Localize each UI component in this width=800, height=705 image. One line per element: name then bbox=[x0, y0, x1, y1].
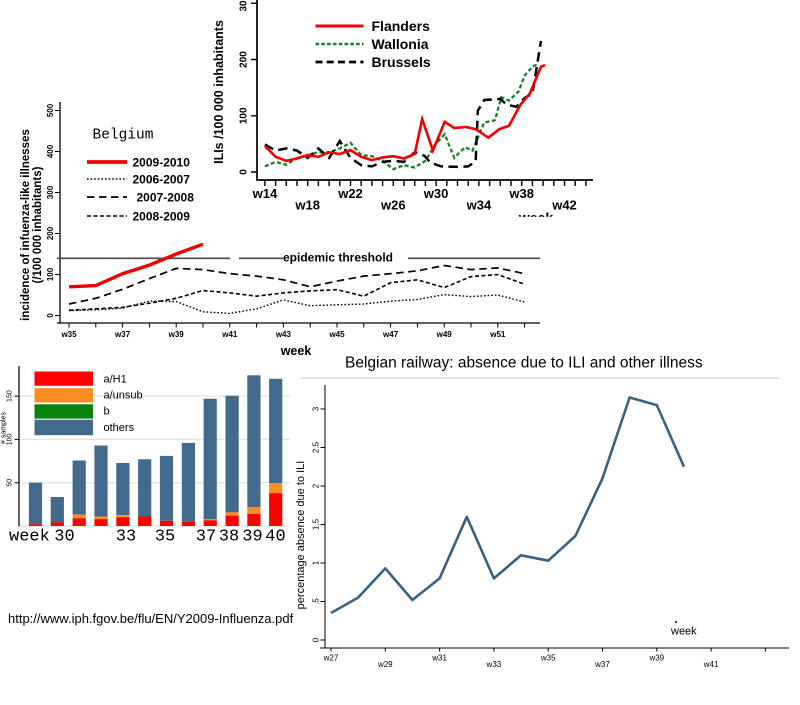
svg-text:38: 38 bbox=[219, 528, 239, 547]
svg-text:incidence of infuenza-like ill: incidence of infuenza-like illnesses bbox=[20, 129, 32, 321]
svg-text:1: 1 bbox=[312, 560, 321, 565]
svg-text:2006-2007: 2006-2007 bbox=[133, 173, 191, 187]
svg-text:Wallonia: Wallonia bbox=[372, 36, 429, 52]
svg-text:w37: w37 bbox=[594, 660, 610, 669]
svg-text:w35: w35 bbox=[540, 654, 556, 663]
svg-text:ILIs /100 000 inhabitants: ILIs /100 000 inhabitants bbox=[212, 20, 226, 164]
svg-text:(/100 000 inhabitants): (/100 000 inhabitants) bbox=[32, 166, 44, 283]
svg-text:b: b bbox=[104, 406, 110, 418]
svg-text:2009-2010: 2009-2010 bbox=[133, 156, 191, 170]
svg-text:400: 400 bbox=[46, 144, 55, 158]
svg-text:w18: w18 bbox=[294, 198, 320, 213]
svg-text:2: 2 bbox=[312, 483, 321, 488]
svg-text:300: 300 bbox=[46, 185, 55, 199]
svg-text:300: 300 bbox=[239, 0, 250, 12]
svg-text:w42: w42 bbox=[551, 198, 577, 213]
svg-text:150: 150 bbox=[7, 390, 14, 402]
svg-text:w22: w22 bbox=[337, 186, 363, 201]
svg-text:w27: w27 bbox=[323, 654, 339, 663]
svg-text:http://www.iph.fgov.be/flu/EN/: http://www.iph.fgov.be/flu/EN/Y2009-Infl… bbox=[8, 611, 294, 626]
svg-text:35: 35 bbox=[155, 528, 175, 547]
svg-text:Flanders: Flanders bbox=[372, 18, 431, 34]
svg-text:week: week bbox=[9, 528, 50, 547]
svg-text:# samples: # samples bbox=[1, 412, 8, 444]
svg-text:w49: w49 bbox=[436, 330, 453, 339]
svg-text:Belgian railway: absence due t: Belgian railway: absence due to ILI and … bbox=[345, 355, 703, 372]
svg-text:1.5: 1.5 bbox=[312, 518, 321, 530]
svg-text:2007-2008: 2007-2008 bbox=[137, 191, 195, 205]
svg-text:Belgium: Belgium bbox=[93, 128, 154, 144]
svg-text:2.5: 2.5 bbox=[312, 441, 321, 453]
svg-text:w30: w30 bbox=[423, 186, 449, 201]
svg-text:week: week bbox=[670, 626, 697, 638]
svg-text:30: 30 bbox=[54, 528, 74, 547]
svg-text:500: 500 bbox=[46, 103, 55, 117]
svg-text:39: 39 bbox=[242, 528, 262, 547]
svg-text:w41: w41 bbox=[221, 330, 238, 339]
svg-text:0: 0 bbox=[239, 169, 250, 175]
svg-text:others: others bbox=[104, 422, 135, 434]
svg-text:w41: w41 bbox=[703, 660, 719, 669]
svg-text:w39: w39 bbox=[168, 330, 185, 339]
svg-text:w35: w35 bbox=[60, 330, 77, 339]
svg-text:100: 100 bbox=[239, 107, 250, 124]
svg-text:w33: w33 bbox=[486, 660, 502, 669]
svg-text:epidemic threshold: epidemic threshold bbox=[283, 251, 393, 265]
svg-text:37: 37 bbox=[196, 528, 216, 547]
svg-text:0: 0 bbox=[312, 637, 321, 642]
svg-text:.5: .5 bbox=[312, 598, 321, 605]
svg-text:w43: w43 bbox=[275, 330, 292, 339]
svg-text:200: 200 bbox=[239, 51, 250, 68]
svg-text:33: 33 bbox=[116, 528, 136, 547]
svg-text:a/unsub: a/unsub bbox=[104, 390, 143, 402]
svg-text:40: 40 bbox=[265, 528, 285, 547]
svg-text:100: 100 bbox=[7, 433, 14, 445]
svg-text:a/H1: a/H1 bbox=[104, 374, 127, 386]
svg-text:w39: w39 bbox=[648, 654, 664, 663]
svg-text:2008-2009: 2008-2009 bbox=[133, 210, 191, 224]
svg-text:w26: w26 bbox=[380, 198, 406, 213]
svg-text:200: 200 bbox=[46, 226, 55, 240]
svg-text:w38: w38 bbox=[508, 186, 534, 201]
svg-text:w34: w34 bbox=[466, 198, 492, 213]
svg-text:w37: w37 bbox=[114, 330, 131, 339]
svg-text:Brussels: Brussels bbox=[372, 54, 431, 70]
svg-text:w45: w45 bbox=[328, 330, 345, 339]
svg-text:percentage absence due to ILI: percentage absence due to ILI bbox=[295, 461, 307, 610]
svg-text:w14: w14 bbox=[252, 186, 278, 201]
svg-text:0: 0 bbox=[46, 313, 55, 318]
svg-text:w51: w51 bbox=[489, 330, 506, 339]
svg-text:w47: w47 bbox=[382, 330, 399, 339]
svg-text:w31: w31 bbox=[431, 654, 447, 663]
svg-text:week: week bbox=[280, 344, 312, 358]
svg-text:w29: w29 bbox=[377, 660, 393, 669]
svg-text:50: 50 bbox=[7, 479, 14, 487]
svg-text:3: 3 bbox=[312, 406, 321, 411]
svg-text:100: 100 bbox=[46, 267, 55, 281]
